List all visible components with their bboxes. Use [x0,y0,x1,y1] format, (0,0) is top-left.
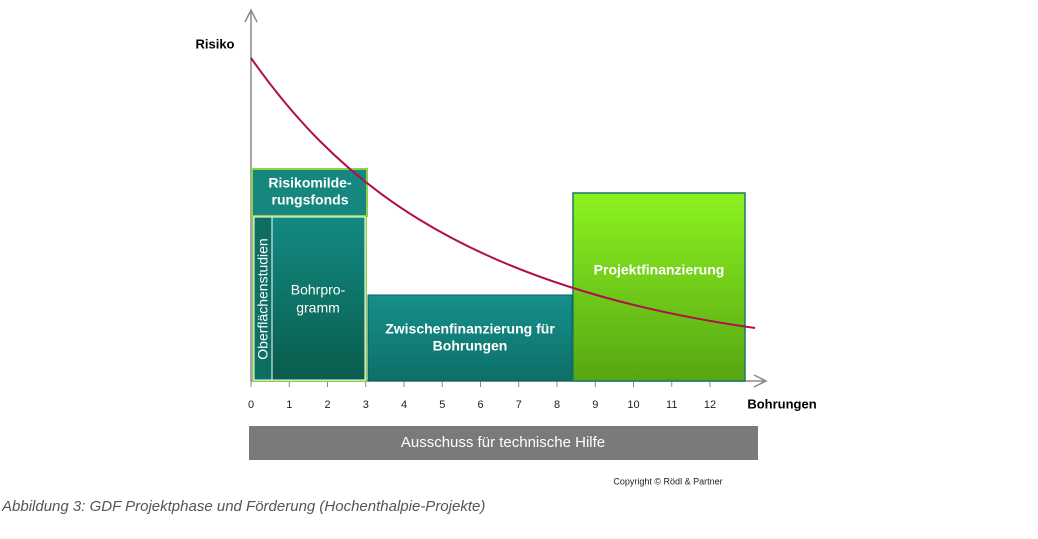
exploration-frame [252,215,367,382]
technical-assistance-label: Ausschuss für technische Hilfe [401,434,605,451]
drilling-program-label: Bohrpro- [291,282,346,298]
x-tick-label: 10 [627,399,639,411]
interim-financing-box [367,294,573,382]
x-tick-label: 5 [439,399,445,411]
caption: Abbildung 3: GDF Projektphase und Förder… [1,498,485,515]
x-tick-label: 4 [401,399,407,411]
x-tick-label: 6 [477,399,483,411]
project-financing-box [572,192,746,382]
technical-assistance-bar [249,426,758,460]
drilling-program-label: gramm [296,300,340,316]
x-tick-label: 2 [324,399,330,411]
x-tick-label: 11 [666,399,677,411]
x-tick-label: 12 [704,399,716,411]
project-financing-label: Projektfinanzierung [594,262,725,278]
x-tick-label: 7 [516,399,522,411]
interim-financing-label: Zwischenfinanzierung für [385,321,555,337]
x-arrow [753,374,768,388]
x-axis-label: Bohrungen [747,396,816,411]
x-tick-label: 1 [286,399,292,411]
surface-studies-label: Oberflächenstudien [255,238,271,359]
drilling-program-box [271,216,366,381]
x-tick-label: 3 [363,399,369,411]
x-tick-label: 0 [248,399,254,411]
x-tick-label: 9 [592,399,598,411]
x-tick-label: 8 [554,399,560,411]
y-axis-label: Risiko [195,36,234,51]
interim-financing-label: Bohrungen [433,338,508,354]
copyright: Copyright © Rödl & Partner [613,476,722,486]
x-ticks: 0 1 2 3 4 5 6 7 8 9 10 11 12 [248,381,716,411]
risk-fund-label: rungsfonds [272,192,349,208]
y-arrow [244,8,258,23]
risk-curve [250,57,756,329]
risk-fund-label: Risikomilde- [268,175,352,191]
